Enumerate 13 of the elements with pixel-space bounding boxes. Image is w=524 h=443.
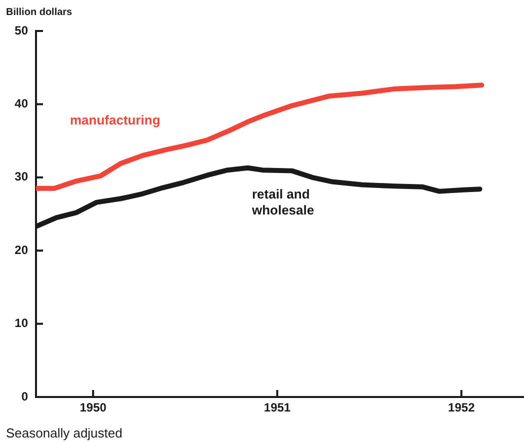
y-tick-label: 50 [14, 23, 28, 38]
y-tick-label: 0 [21, 389, 28, 404]
y-axis-title: Billion dollars [6, 6, 73, 18]
x-tick-label: 1950 [80, 400, 107, 415]
text: Seasonally adjusted [6, 426, 122, 441]
series-label: retail and wholesale [250, 186, 314, 218]
y-tick-label: 10 [14, 316, 28, 330]
x-tick-label: 1952 [448, 400, 476, 415]
x-tick-label: 1951 [264, 400, 291, 415]
y-tick-label: 30 [14, 170, 28, 184]
y-tick-label: 20 [14, 242, 28, 257]
y-tick-label: 40 [14, 96, 28, 111]
series-label: manufacturing [70, 112, 160, 128]
